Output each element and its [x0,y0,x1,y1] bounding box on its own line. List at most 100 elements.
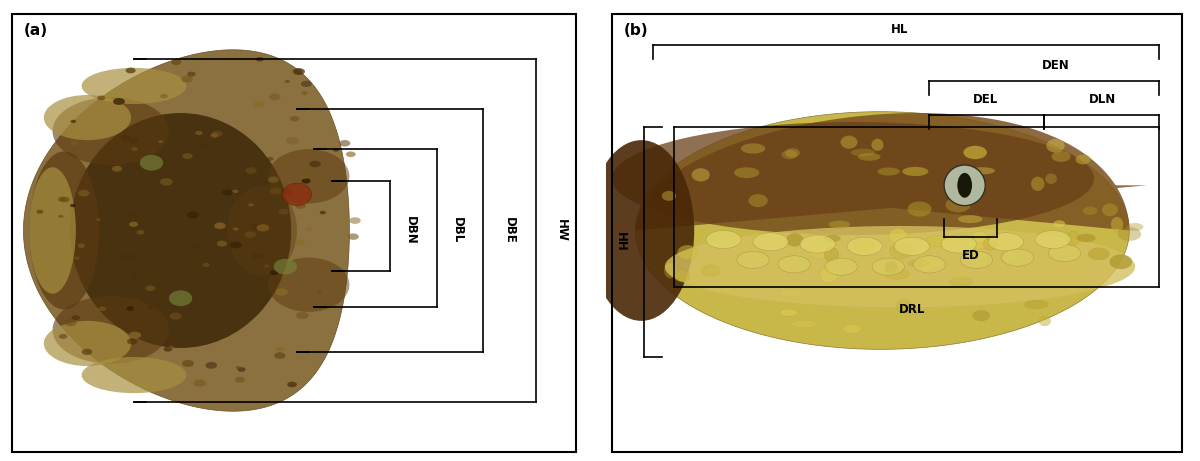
Ellipse shape [334,148,340,152]
Ellipse shape [674,270,690,282]
Ellipse shape [1045,173,1057,184]
Ellipse shape [662,191,676,201]
Ellipse shape [1039,316,1051,326]
Ellipse shape [263,264,270,268]
Ellipse shape [871,139,883,151]
Text: DEL: DEL [973,93,998,106]
Ellipse shape [691,168,709,182]
Ellipse shape [274,352,286,359]
Ellipse shape [245,231,256,238]
Ellipse shape [737,251,769,268]
Ellipse shape [824,247,839,262]
Ellipse shape [1002,249,1033,266]
Ellipse shape [238,367,246,372]
Ellipse shape [779,290,803,297]
Ellipse shape [130,138,138,143]
Ellipse shape [295,203,306,209]
Ellipse shape [1046,139,1064,153]
Ellipse shape [1075,154,1091,165]
Text: (b): (b) [624,23,648,38]
Ellipse shape [785,148,800,158]
Ellipse shape [140,155,163,171]
Ellipse shape [296,312,308,319]
Ellipse shape [59,334,67,339]
Ellipse shape [970,167,995,174]
Ellipse shape [894,237,930,255]
Ellipse shape [98,307,107,311]
Ellipse shape [181,76,193,83]
Ellipse shape [983,238,997,250]
Ellipse shape [182,153,193,159]
Ellipse shape [872,258,905,275]
Ellipse shape [706,230,742,248]
Ellipse shape [1111,217,1123,232]
Ellipse shape [245,167,257,174]
Ellipse shape [82,349,92,355]
Ellipse shape [203,263,210,267]
Ellipse shape [964,146,986,159]
Ellipse shape [310,160,320,167]
Ellipse shape [131,147,138,151]
Ellipse shape [824,235,840,242]
Ellipse shape [253,101,265,107]
Ellipse shape [192,243,200,248]
Ellipse shape [270,270,278,275]
Ellipse shape [989,233,1024,251]
Ellipse shape [169,290,192,306]
Ellipse shape [126,306,134,311]
Ellipse shape [277,347,284,352]
Ellipse shape [960,251,992,268]
Ellipse shape [858,153,881,161]
Ellipse shape [70,113,292,348]
Ellipse shape [53,97,169,165]
Ellipse shape [276,347,282,351]
Ellipse shape [889,228,907,243]
Ellipse shape [71,141,78,145]
Ellipse shape [884,261,898,273]
Ellipse shape [266,157,274,161]
Text: DLN: DLN [1090,93,1116,106]
Ellipse shape [172,59,181,65]
Ellipse shape [920,260,944,266]
Ellipse shape [820,267,838,283]
Ellipse shape [1036,230,1070,248]
Ellipse shape [1127,223,1144,231]
Ellipse shape [160,178,173,186]
Ellipse shape [841,136,858,149]
Ellipse shape [284,80,290,83]
Ellipse shape [235,366,241,369]
Ellipse shape [251,224,263,230]
Ellipse shape [300,174,308,179]
Ellipse shape [972,231,986,242]
Text: DBE: DBE [503,217,516,244]
Ellipse shape [749,194,768,207]
Text: HH: HH [614,232,628,252]
Text: (a): (a) [24,23,48,38]
Ellipse shape [212,130,222,137]
Ellipse shape [953,181,968,195]
Ellipse shape [233,189,239,193]
Ellipse shape [126,213,134,218]
Ellipse shape [287,382,296,387]
Text: HW: HW [556,219,569,242]
Ellipse shape [121,135,131,140]
Ellipse shape [275,288,288,296]
Ellipse shape [145,285,155,291]
Ellipse shape [193,379,206,387]
Ellipse shape [29,151,100,310]
Ellipse shape [270,188,282,195]
Ellipse shape [1082,207,1098,215]
Ellipse shape [148,306,154,309]
Ellipse shape [902,167,929,176]
Ellipse shape [966,251,989,260]
Ellipse shape [229,242,241,248]
Ellipse shape [295,239,305,245]
Text: DBN: DBN [404,216,416,245]
Ellipse shape [293,68,305,75]
Ellipse shape [74,256,79,260]
Ellipse shape [786,234,803,246]
Ellipse shape [292,68,302,75]
Text: HL: HL [892,23,908,36]
Ellipse shape [1088,248,1110,260]
Ellipse shape [44,95,131,140]
